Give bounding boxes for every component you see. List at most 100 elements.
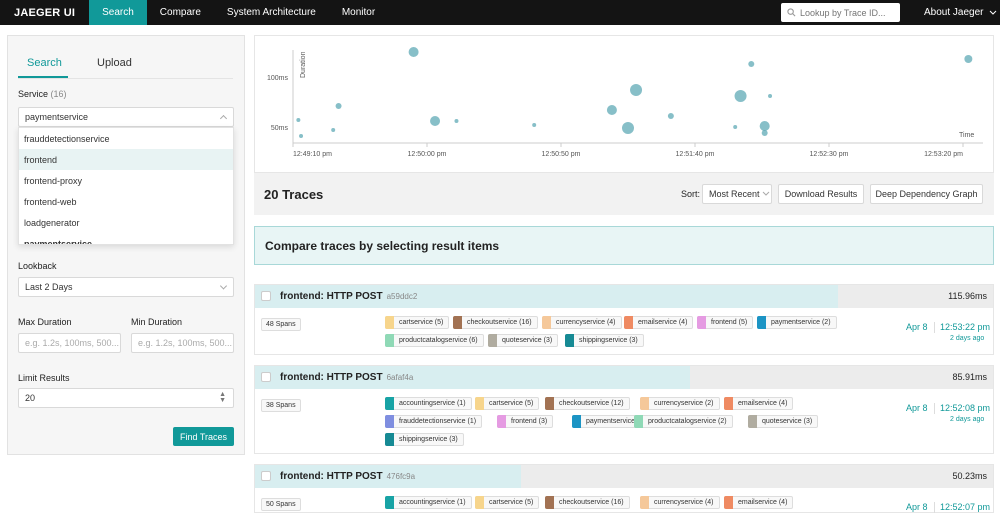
about-jaeger-menu[interactable]: About Jaeger <box>924 0 998 25</box>
trace-duration: 50.23ms <box>952 471 987 481</box>
service-label: Service (16) <box>18 89 67 99</box>
tab-search[interactable]: Search <box>27 57 62 69</box>
service-color-swatch <box>724 496 733 509</box>
trace-point[interactable] <box>964 55 973 63</box>
service-color-swatch <box>640 496 649 509</box>
service-tag: frontend (3) <box>497 415 554 428</box>
trace-point[interactable] <box>532 123 537 127</box>
service-tag: productcatalogservice (6) <box>385 334 484 347</box>
service-color-swatch <box>475 496 484 509</box>
x-tick-label: 12:53:20 pm <box>924 151 963 158</box>
search-form-panel: Search Upload Service (16) paymentservic… <box>7 35 245 455</box>
service-option[interactable]: frontend-web <box>24 196 77 207</box>
x-tick-label: 12:52:30 pm <box>810 151 849 158</box>
x-tick-label: 12:50:00 pm <box>408 151 447 158</box>
search-tabs: Search Upload <box>18 48 233 79</box>
service-color-swatch <box>542 316 551 329</box>
trace-select-checkbox[interactable] <box>261 372 271 382</box>
x-tick-label: 12:50:50 pm <box>542 151 581 158</box>
trace-card-header[interactable]: frontend: HTTP POST 6afaf4a 85.91ms <box>255 366 993 389</box>
service-color-swatch <box>748 415 757 428</box>
trace-date: Apr 8 <box>906 502 928 512</box>
trace-card[interactable]: frontend: HTTP POST 476fc9a 50.23ms 50 Span… <box>254 464 994 513</box>
trace-card[interactable]: frontend: HTTP POST a59ddc2 115.96ms 48 Spa… <box>254 284 994 355</box>
trace-point[interactable] <box>733 125 738 129</box>
trace-id: a59ddc2 <box>386 292 418 301</box>
service-tag: paymentservice (2) <box>757 316 837 329</box>
y-tick-label: 50ms <box>271 125 289 132</box>
find-traces-button[interactable]: Find Traces <box>173 427 234 446</box>
about-label: About Jaeger <box>924 7 984 18</box>
service-color-swatch <box>545 397 554 410</box>
service-option[interactable]: frontend-proxy <box>24 175 83 186</box>
service-dropdown: frauddetectionservice frontend frontend-… <box>18 127 234 245</box>
service-color-swatch <box>385 397 394 410</box>
nav-compare[interactable]: Compare <box>159 7 201 18</box>
service-color-swatch <box>385 316 394 329</box>
deep-dependency-graph-button[interactable]: Deep Dependency Graph <box>870 184 983 204</box>
trace-point[interactable] <box>748 61 755 67</box>
service-tag: currencyservice (2) <box>640 397 720 410</box>
trace-point[interactable] <box>759 121 770 131</box>
trace-title[interactable]: frontend: HTTP POST a59ddc2 <box>280 291 418 302</box>
trace-select-checkbox[interactable] <box>261 291 271 301</box>
service-option[interactable]: frauddetectionservice <box>24 133 110 144</box>
service-tag: accountingservice (1) <box>385 397 472 410</box>
trace-point[interactable] <box>667 113 674 119</box>
service-tag: currencyservice (4) <box>640 496 720 509</box>
trace-select-checkbox[interactable] <box>261 471 271 481</box>
service-tag: cartservice (5) <box>475 397 540 410</box>
date-separator <box>934 403 935 414</box>
download-results-button[interactable]: Download Results <box>778 184 864 204</box>
trace-point[interactable] <box>299 134 304 138</box>
duration-bar <box>255 285 839 308</box>
trace-point[interactable] <box>454 119 459 123</box>
trace-point[interactable] <box>430 116 441 126</box>
top-nav: JAEGER UI Search Compare System Architec… <box>0 0 1000 25</box>
trace-point[interactable] <box>622 122 634 134</box>
chevron-down-icon <box>989 10 996 15</box>
min-duration-input[interactable]: e.g. 1.2s, 100ms, 500... <box>131 333 234 353</box>
nav-search[interactable]: Search <box>89 0 147 25</box>
service-select-value: paymentservice <box>25 112 89 122</box>
stepper-icon[interactable]: ▲ ▼ <box>219 391 226 404</box>
service-select[interactable]: paymentservice <box>18 107 234 127</box>
limit-results-input[interactable]: 20 ▲ ▼ <box>18 388 234 408</box>
service-option[interactable]: frontend <box>19 149 233 170</box>
lookback-select[interactable]: Last 2 Days <box>18 277 234 297</box>
compare-banner: Compare traces by selecting result items <box>254 226 994 265</box>
trace-card-header[interactable]: frontend: HTTP POST a59ddc2 115.96ms <box>255 285 993 308</box>
lookback-label: Lookback <box>18 261 57 271</box>
service-color-swatch <box>572 415 581 428</box>
trace-point[interactable] <box>630 84 643 96</box>
trace-card-header[interactable]: frontend: HTTP POST 476fc9a 50.23ms <box>255 465 993 488</box>
service-color-swatch <box>724 397 733 410</box>
trace-point[interactable] <box>331 128 336 132</box>
compare-text: Compare traces by selecting result items <box>265 239 500 253</box>
max-duration-input[interactable]: e.g. 1.2s, 100ms, 500... <box>18 333 121 353</box>
sort-value: Most Recent <box>709 189 760 199</box>
service-tag: quoteservice (3) <box>748 415 819 428</box>
service-color-swatch <box>624 316 633 329</box>
trace-title[interactable]: frontend: HTTP POST 476fc9a <box>280 471 416 482</box>
trace-id-lookup[interactable] <box>781 3 900 22</box>
trace-point[interactable] <box>296 118 301 122</box>
trace-point[interactable] <box>734 90 747 102</box>
nav-monitor[interactable]: Monitor <box>341 7 376 18</box>
trace-point[interactable] <box>768 94 773 98</box>
scatter-plot-svg: Duration Time 100ms 50ms 12:49:10 pm 12:50:00… <box>267 47 983 158</box>
trace-point[interactable] <box>335 103 342 109</box>
trace-id-input[interactable] <box>800 7 900 18</box>
trace-point[interactable] <box>606 105 617 115</box>
chevron-up-icon <box>219 114 228 123</box>
tab-upload[interactable]: Upload <box>97 57 132 69</box>
service-option[interactable]: paymentservice <box>24 238 93 245</box>
trace-card[interactable]: frontend: HTTP POST 6afaf4a 85.91ms 38 Span… <box>254 365 994 454</box>
service-option[interactable]: loadgenerator <box>24 217 80 228</box>
trace-point[interactable] <box>408 47 419 57</box>
sort-select[interactable]: Most Recent <box>702 184 772 204</box>
nav-system-architecture[interactable]: System Architecture <box>226 7 316 18</box>
trace-title[interactable]: frontend: HTTP POST 6afaf4a <box>280 372 414 383</box>
brand-logo[interactable]: JAEGER UI <box>14 6 76 19</box>
trace-point[interactable] <box>761 130 768 136</box>
